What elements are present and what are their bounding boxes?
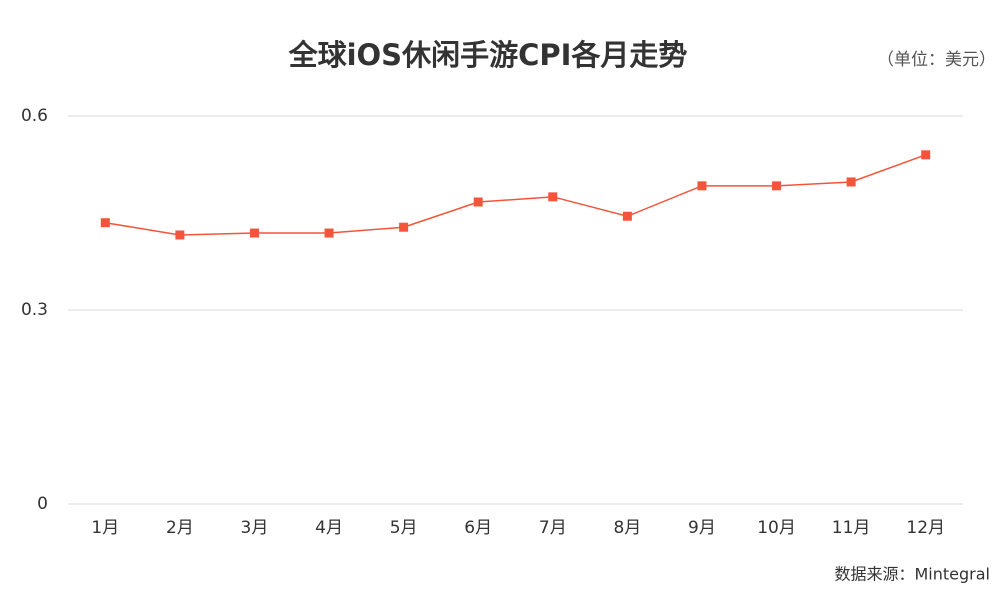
data-point: [175, 230, 185, 240]
x-tick-label: 7月: [539, 518, 567, 538]
data-point: [921, 150, 931, 160]
x-tick-label: 3月: [241, 518, 269, 538]
data-point: [622, 211, 632, 221]
x-tick-label: 4月: [315, 518, 343, 538]
y-tick-label: 0.6: [21, 106, 48, 126]
series-line: [105, 154, 926, 236]
x-tick-label: 6月: [464, 518, 492, 538]
x-tick-label: 11月: [832, 518, 871, 538]
data-point: [697, 181, 707, 191]
data-point: [100, 218, 110, 228]
x-tick-label: 1月: [91, 518, 119, 538]
x-tick-label: 5月: [390, 518, 418, 538]
y-tick-label: 0.3: [21, 300, 48, 320]
data-point: [473, 197, 483, 207]
unit-note: （单位：美元）: [877, 50, 996, 70]
data-point: [772, 181, 782, 191]
x-tick-label: 8月: [613, 518, 641, 538]
y-tick-label: 0: [37, 494, 48, 514]
data-point: [846, 177, 856, 187]
data-point: [324, 228, 334, 238]
x-tick-label: 12月: [906, 518, 945, 538]
data-point: [399, 222, 409, 232]
x-tick-label: 2月: [166, 518, 194, 538]
x-tick-label: 9月: [688, 518, 716, 538]
chart-title: 全球iOS休闲手游CPI各月走势: [288, 38, 688, 72]
data-point: [548, 192, 558, 202]
source-note: 数据来源：Mintegral: [835, 565, 991, 584]
data-point: [249, 228, 259, 238]
x-tick-label: 10月: [757, 518, 796, 538]
